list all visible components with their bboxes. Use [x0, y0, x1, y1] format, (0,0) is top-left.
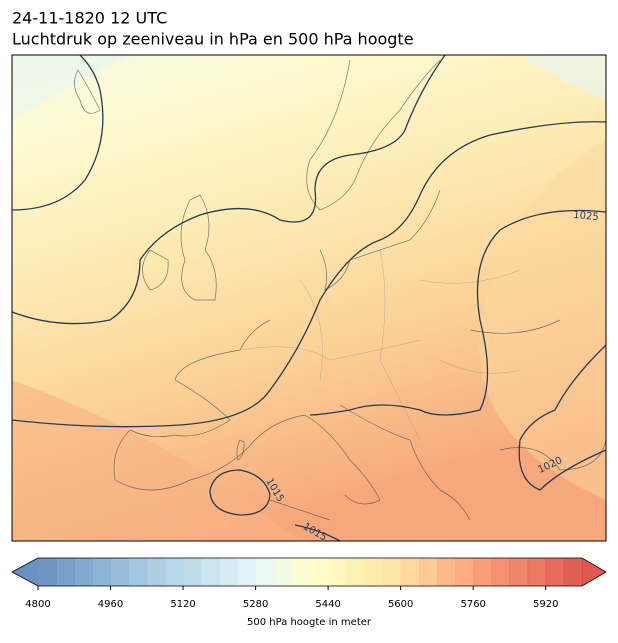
colorbar-band [563, 558, 583, 586]
colorbar-band [527, 558, 547, 586]
colorbar: 4800 4960 5120 5280 5440 5600 5760 5920 [11, 557, 607, 610]
map-frame [11, 54, 607, 542]
colorbar-band [310, 558, 329, 586]
colorbar-band [545, 558, 565, 586]
colorbar-band [92, 558, 112, 586]
colorbar-band [38, 558, 57, 586]
colorbar-outline [11, 557, 607, 587]
colorbar-tick-label: 5600 [388, 599, 413, 610]
colorbar-band [291, 558, 311, 586]
colorbar-tick-label: 5280 [243, 599, 268, 610]
colorbar-tick-label: 5120 [170, 599, 195, 610]
colorbar-band [56, 558, 75, 586]
colorbar-band [273, 558, 293, 586]
title: 24-11-1820 12 UTC [12, 9, 167, 28]
colorbar-band [183, 558, 202, 586]
colorbar-band [164, 558, 184, 586]
contour-label: 1025 [573, 210, 599, 223]
colorbar-band [436, 558, 456, 586]
colorbar-band [382, 558, 402, 586]
colorbar-tick-label: 4800 [25, 599, 50, 610]
colorbar-band [400, 558, 420, 586]
colorbar-band [74, 558, 93, 586]
colorbar-band [346, 558, 365, 586]
colorbar-band [110, 558, 130, 586]
colorbar-tick-label: 5920 [533, 599, 558, 610]
subtitle: Luchtdruk op zeeniveau in hPa en 500 hPa… [12, 30, 414, 49]
colorbar-label: 500 hPa hoogte in meter [247, 617, 372, 628]
colorbar-band [455, 558, 474, 586]
colorbar-band [201, 558, 220, 586]
colorbar-tick-label: 5440 [315, 599, 340, 610]
colorbar-band [219, 558, 238, 586]
colorbar-band [418, 558, 438, 586]
colorbar-band [364, 558, 384, 586]
colorbar-band [237, 558, 257, 586]
colorbar-band [509, 558, 529, 586]
colorbar-extend [12, 558, 38, 586]
map: 1025 1020 1015 1015 [12, 55, 606, 541]
colorbar-band [491, 558, 510, 586]
colorbar-band [328, 558, 347, 586]
colorbar-band [146, 558, 166, 586]
colorbar-extend [582, 558, 606, 586]
colorbar-band [128, 558, 148, 586]
colorbar-band [255, 558, 275, 586]
colorbar-tick-label: 5760 [460, 599, 485, 610]
colorbar-band [473, 558, 492, 586]
colorbar-tick-label: 4960 [98, 599, 123, 610]
